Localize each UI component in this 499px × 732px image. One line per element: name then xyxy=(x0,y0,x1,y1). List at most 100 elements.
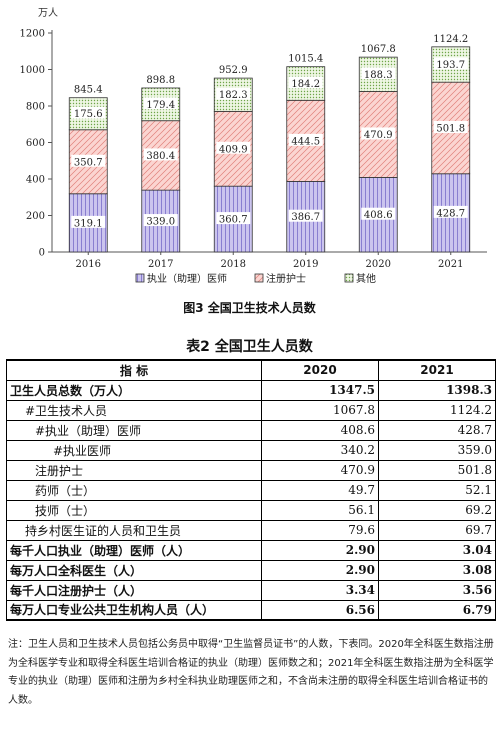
table-row: 持乡村医生证的人员和卫生员 79.6 69.7 xyxy=(6,519,496,541)
data-label-background xyxy=(288,133,323,146)
x-tick-label: 2017 xyxy=(148,259,173,270)
value-2021: 359.0 xyxy=(378,439,496,461)
y-tick-label: 0 xyxy=(39,248,45,259)
data-label-background xyxy=(71,106,106,119)
data-label-background xyxy=(361,207,396,220)
data-label: 380.4 xyxy=(146,151,175,162)
total-label: 1015.4 xyxy=(288,54,323,65)
row-label: 药师（士） xyxy=(6,479,262,501)
header-2020: 2020 xyxy=(261,359,379,381)
data-label: 184.2 xyxy=(291,79,320,90)
total-label: 1124.2 xyxy=(433,34,468,45)
data-label-background xyxy=(433,205,468,218)
data-label-background xyxy=(361,67,396,80)
row-label: #执业（助理）医师 xyxy=(6,419,262,441)
stacked-bar-chart: 万人 0 200 400 600 800 1000 1200 319.1 350.7 175.6… xyxy=(20,7,487,285)
data-label-background xyxy=(216,141,251,154)
x-tick-label: 2016 xyxy=(76,259,101,270)
table-row: 每千人口注册护士（人） 3.34 3.56 xyxy=(6,579,496,601)
table-row: 药师（士） 49.7 52.1 xyxy=(6,479,496,501)
table-header-row: 指 标 2020 2021 xyxy=(6,359,496,381)
table-row: 技师（士） 56.1 69.2 xyxy=(6,499,496,521)
value-2020: 79.6 xyxy=(261,519,379,541)
data-label: 386.7 xyxy=(291,212,320,223)
total-label: 898.8 xyxy=(146,75,175,86)
data-label-background xyxy=(433,120,468,133)
value-2020: 1067.8 xyxy=(261,399,379,421)
data-label-background xyxy=(143,148,178,161)
row-label: #执业医师 xyxy=(6,439,262,461)
value-2021: 69.2 xyxy=(378,499,496,521)
row-label: #卫生技术人员 xyxy=(6,399,262,421)
y-tick-label: 1000 xyxy=(20,65,45,76)
y-axis-label: 万人 xyxy=(38,7,58,19)
data-label: 339.0 xyxy=(146,217,175,228)
value-2020: 2.90 xyxy=(261,559,379,581)
value-2021: 1124.2 xyxy=(378,399,496,421)
legend-label: 执业（助理）医师 xyxy=(147,272,227,285)
x-tick-label: 2021 xyxy=(438,259,463,270)
data-label: 428.7 xyxy=(436,208,465,219)
value-2020: 3.34 xyxy=(261,579,379,601)
data-label: 501.8 xyxy=(436,123,465,134)
table-title: 表2 全国卫生人员数 xyxy=(186,339,313,355)
figure-caption: 图3 全国卫生技术人员数 xyxy=(183,301,316,315)
data-label: 444.5 xyxy=(291,136,320,147)
data-label: 179.4 xyxy=(146,100,175,111)
value-2021: 501.8 xyxy=(378,459,496,481)
value-2021: 52.1 xyxy=(378,479,496,501)
data-label: 188.3 xyxy=(364,70,393,81)
data-label-background xyxy=(288,209,323,222)
data-label: 408.6 xyxy=(364,210,393,221)
y-tick-label: 200 xyxy=(26,211,45,222)
data-label-background xyxy=(361,127,396,140)
table-row: #执业医师 340.2 359.0 xyxy=(6,439,496,461)
table-row: #执业（助理）医师 408.6 428.7 xyxy=(6,419,496,441)
data-label: 470.9 xyxy=(364,130,393,141)
total-label: 952.9 xyxy=(219,65,248,76)
y-tick-label: 1200 xyxy=(20,29,45,40)
data-label: 319.1 xyxy=(74,218,103,229)
value-2020: 1347.5 xyxy=(261,379,379,401)
total-label: 1067.8 xyxy=(361,44,396,55)
row-label: 注册护士 xyxy=(6,459,262,481)
data-label-background xyxy=(216,87,251,100)
row-label: 技师（士） xyxy=(6,499,262,521)
value-2020: 470.9 xyxy=(261,459,379,481)
header-indicator: 指 标 xyxy=(6,359,262,381)
value-2021: 3.08 xyxy=(378,559,496,581)
data-label: 175.6 xyxy=(74,109,103,120)
value-2021: 3.56 xyxy=(378,579,496,601)
data-label: 350.7 xyxy=(74,157,103,168)
header-2021: 2021 xyxy=(378,359,496,381)
value-2020: 56.1 xyxy=(261,499,379,521)
row-label: 持乡村医生证的人员和卫生员 xyxy=(6,519,262,541)
data-label-background xyxy=(143,97,178,110)
data-label: 182.3 xyxy=(219,90,248,101)
table-row: 每千人口执业（助理）医师（人） 2.90 3.04 xyxy=(6,539,496,561)
data-label: 360.7 xyxy=(219,215,248,226)
value-2020: 408.6 xyxy=(261,419,379,441)
y-tick-label: 600 xyxy=(26,138,45,149)
legend-swatch xyxy=(344,273,354,283)
legend-label: 其他 xyxy=(356,272,376,285)
value-2020: 49.7 xyxy=(261,479,379,501)
value-2020: 340.2 xyxy=(261,439,379,461)
row-label: 每万人口全科医生（人） xyxy=(6,559,262,581)
value-2021: 3.04 xyxy=(378,539,496,561)
table-note: 注：卫生人员和卫生技术人员包括公务员中取得“卫生监督员证书”的人数，下表同。20… xyxy=(8,639,494,706)
row-label: 每万人口专业公共卫生机构人员（人） xyxy=(6,599,262,621)
x-tick-label: 2018 xyxy=(221,259,246,270)
legend-swatch xyxy=(135,273,145,283)
value-2021: 428.7 xyxy=(378,419,496,441)
row-label: 卫生人员总数（万人） xyxy=(6,379,262,401)
data-label: 409.9 xyxy=(219,144,248,155)
total-label: 845.4 xyxy=(74,85,103,96)
legend-swatch xyxy=(254,273,264,283)
table-row: 注册护士 470.9 501.8 xyxy=(6,459,496,481)
value-2020: 2.90 xyxy=(261,539,379,561)
legend-label: 注册护士 xyxy=(266,272,306,285)
data-label-background xyxy=(143,214,178,227)
value-2021: 1398.3 xyxy=(378,379,496,401)
data-label-background xyxy=(71,215,106,228)
